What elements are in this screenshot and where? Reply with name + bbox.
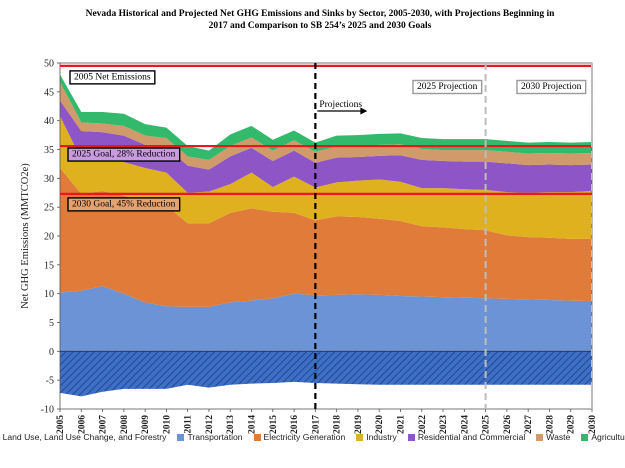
x-tick-label: 2013: [226, 415, 236, 434]
x-tick-label: 2010: [162, 415, 172, 434]
area-series-4: [60, 100, 592, 193]
legend-item: Land Use, Land Use Change, and Forestry: [0, 432, 167, 442]
legend-label: Electricity Generation: [263, 432, 346, 442]
x-tick-label: 2019: [354, 415, 364, 434]
x-tick-label: 2016: [290, 415, 300, 434]
legend-item: Agriculture: [581, 432, 625, 442]
area-series-6: [60, 74, 592, 160]
label-2005-net-emissions-text: 2005 Net Emissions: [74, 72, 151, 82]
area-series-1: [60, 286, 592, 352]
legend-swatch: [356, 433, 364, 441]
label-2025-projection-box: [412, 79, 483, 95]
legend-swatch: [581, 433, 589, 441]
y-tick-label: 0: [49, 347, 54, 358]
label-2005-net-emissions-box: [69, 70, 156, 85]
y-tick-label: 20: [44, 232, 54, 243]
y-tick-label: 40: [44, 116, 54, 127]
y-tick-label: 45: [44, 87, 54, 98]
x-tick-label: 2022: [418, 415, 428, 434]
label-2030-goal-box: [67, 197, 181, 212]
y-tick-label: 10: [44, 289, 54, 300]
area-series-5: [60, 82, 592, 170]
legend-item: Residential and Commercial: [407, 432, 526, 442]
area-series-3: [60, 116, 592, 239]
y-axis-label: Net GHG Emissions (MMTCO2e): [20, 163, 31, 309]
legend-swatch: [253, 433, 261, 441]
legend-label: Waste: [546, 432, 571, 442]
legend-label: Agriculture: [591, 432, 625, 442]
label-2025-goal-box: [67, 147, 181, 162]
y-tick-label: 5: [49, 318, 54, 329]
label-2025-goal: 2025 Goal, 28% Reduction: [67, 147, 181, 162]
chart-title-line-2: 2017 and Comparison to SB 254’s 2025 and…: [208, 21, 432, 31]
legend-item: Electricity Generation: [253, 432, 346, 442]
legend-label: Industry: [366, 432, 397, 442]
x-tick-label: 2007: [99, 415, 109, 434]
chart-legend: Land Use, Land Use Change, and Forestry T…: [0, 432, 625, 442]
label-2030-projection-box: [516, 79, 587, 95]
legend-swatch: [177, 433, 185, 441]
x-tick-label: 2025: [482, 415, 492, 434]
y-tick-label: 15: [44, 260, 54, 271]
x-tick-label: 2018: [333, 415, 343, 434]
x-tick-label: 2028: [545, 415, 555, 434]
projections-arrow-head: [360, 107, 368, 115]
x-tick-label: 2021: [396, 415, 406, 434]
x-tick-label: 2027: [524, 415, 534, 434]
legend-swatch: [536, 433, 544, 441]
label-2030-goal: 2030 Goal, 45% Reduction: [67, 197, 181, 212]
x-tick-label: 2030: [588, 415, 598, 434]
legend-item: Industry: [356, 432, 397, 442]
x-tick-label: 2015: [269, 415, 279, 434]
label-2030-goal-text: 2030 Goal, 45% Reduction: [72, 199, 176, 209]
legend-label: Residential and Commercial: [417, 432, 526, 442]
y-tick-label: 50: [44, 59, 54, 70]
projections-label: Projections: [319, 100, 362, 110]
x-tick-label: 2008: [120, 415, 130, 434]
x-tick-label: 2006: [77, 415, 87, 434]
x-tick-label: 2024: [460, 415, 470, 434]
x-tick-label: 2009: [141, 415, 151, 434]
x-tick-label: 2020: [375, 415, 385, 434]
area-series-2: [60, 167, 592, 307]
chart-title: Nevada Historical and Projected Net GHG …: [60, 8, 580, 32]
x-tick-label: 2017: [311, 415, 321, 434]
legend-item: Transportation: [177, 432, 243, 442]
label-2025-projection-text: 2025 Projection: [417, 82, 478, 92]
label-2025-goal-text: 2025 Goal, 28% Reduction: [72, 150, 176, 160]
legend-label: Land Use, Land Use Change, and Forestry: [2, 432, 167, 442]
y-tick-label: 30: [44, 174, 54, 185]
x-tick-label: 2026: [503, 415, 513, 434]
x-tick-label: 2029: [567, 415, 577, 434]
y-tick-label: -5: [46, 376, 54, 387]
area-series-lulucf: [60, 351, 592, 397]
legend-item: Waste: [536, 432, 570, 442]
y-tick-label: 35: [44, 145, 54, 156]
y-tick-label: -10: [41, 405, 54, 416]
label-2025-projection: 2025 Projection: [412, 79, 483, 95]
label-2005-net-emissions: 2005 Net Emissions: [69, 70, 156, 85]
x-tick-label: 2012: [205, 415, 215, 434]
y-tick-label: 25: [44, 203, 54, 214]
legend-label: Transportation: [187, 432, 243, 442]
legend-swatch: [407, 433, 415, 441]
x-tick-label: 2011: [184, 415, 194, 434]
label-2030-projection: 2030 Projection: [516, 79, 587, 95]
label-2030-projection-text: 2030 Projection: [521, 82, 582, 92]
x-tick-label: 2005: [56, 415, 66, 434]
x-tick-label: 2023: [439, 415, 449, 434]
chart-title-line-1: Nevada Historical and Projected Net GHG …: [85, 9, 555, 19]
x-tick-label: 2014: [248, 415, 258, 434]
